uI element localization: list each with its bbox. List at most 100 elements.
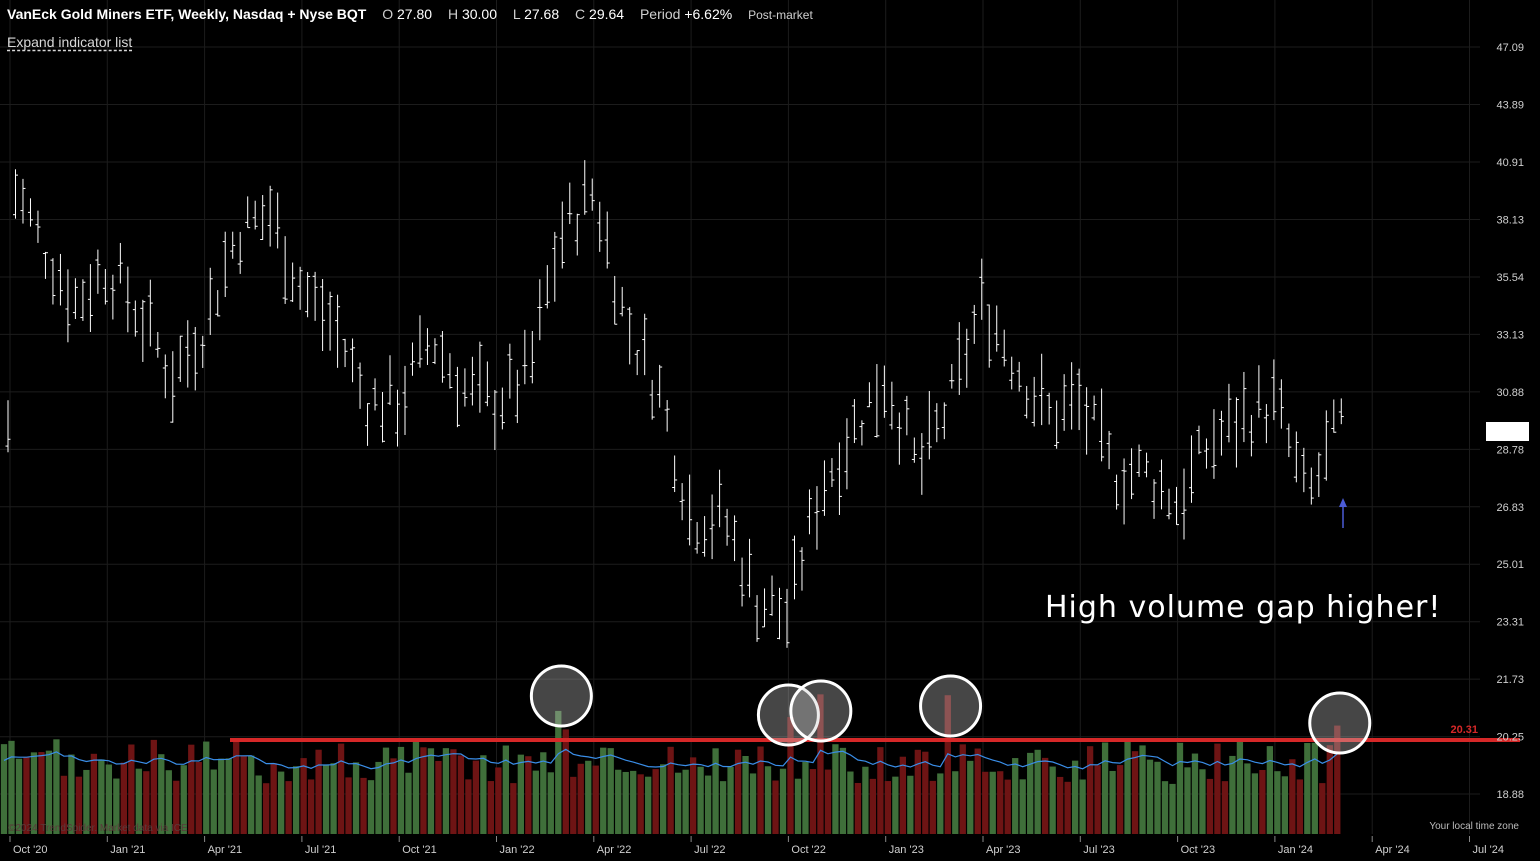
- timezone-label[interactable]: Your local time zone: [1429, 821, 1519, 832]
- ohlc-bar: [672, 455, 678, 493]
- volume-bar: [712, 748, 719, 834]
- volume-bar: [150, 739, 157, 834]
- volume-bar: [944, 695, 951, 834]
- volume-bar: [547, 772, 554, 834]
- ohlc-bar: [320, 279, 326, 352]
- volume-bar: [1236, 739, 1244, 834]
- volume-bar: [989, 771, 996, 834]
- volume-bar: [967, 760, 974, 834]
- ohlc-bar: [215, 290, 221, 317]
- ohlc-bar: [979, 258, 985, 320]
- volume-bar: [682, 769, 689, 834]
- ohlc-bar: [582, 160, 588, 215]
- ohlc-bar: [874, 364, 880, 438]
- volume-bar: [472, 760, 480, 834]
- ohlc-bar: [537, 279, 543, 341]
- volume-bar: [105, 764, 113, 834]
- ohlc-bar: [20, 178, 26, 224]
- price-tick-label: 33.13: [1496, 329, 1524, 341]
- ohlc-bar: [1016, 361, 1022, 392]
- ohlc-bar: [1061, 374, 1067, 431]
- volume-bar: [83, 769, 90, 834]
- volume-bar: [90, 753, 98, 834]
- volume-bar: [884, 781, 892, 834]
- close-value: 29.64: [589, 6, 625, 22]
- ohlc-bar: [454, 366, 460, 428]
- ohlc-bar: [754, 595, 760, 642]
- ohlc-bar: [1233, 397, 1239, 468]
- volume-bar: [225, 758, 232, 834]
- volume-bar: [135, 768, 142, 834]
- volume-bar: [630, 770, 637, 834]
- time-tick-label: Oct '22: [791, 844, 826, 856]
- volume-bar: [510, 783, 517, 834]
- ohlc-bar: [1293, 431, 1299, 483]
- volume-bar: [480, 755, 487, 834]
- highlight-circle: [529, 664, 593, 728]
- volume-bar: [854, 782, 862, 834]
- volume-bar: [367, 780, 375, 834]
- volume-bar: [1056, 776, 1064, 834]
- volume-bar: [847, 771, 854, 834]
- volume-bar: [1304, 743, 1311, 834]
- ohlc-bar: [50, 258, 56, 305]
- ohlc-bar: [1286, 423, 1292, 458]
- ohlc-bar: [949, 363, 955, 389]
- ohlc-bar: [65, 269, 71, 343]
- volume-bar: [263, 783, 270, 834]
- volume-bar: [869, 778, 877, 834]
- volume-bar: [839, 747, 847, 834]
- volume-bar: [959, 744, 966, 834]
- price-tick-label: 30.88: [1496, 387, 1524, 399]
- ohlc-bar: [170, 351, 176, 423]
- volume-bar: [248, 755, 255, 834]
- volume-bar: [585, 760, 592, 834]
- open-label: O: [382, 6, 394, 22]
- ohlc-bar: [791, 535, 797, 600]
- time-axis[interactable]: Oct '20 Jan '21 Apr '21 Jul '21 Oct '21 Jan '…: [9, 836, 1504, 856]
- volume-bar: [1086, 746, 1094, 834]
- ohlc-bar: [357, 362, 363, 409]
- volume-bar: [982, 771, 989, 834]
- ohlc-bar: [162, 354, 168, 399]
- volume-bar: [128, 744, 135, 834]
- ohlc-bar: [484, 361, 490, 407]
- volume-bar: [75, 776, 83, 834]
- volume-bar: [1071, 760, 1079, 834]
- price-axis[interactable]: 47.09 43.89 40.91 38.13 35.54 33.13 30.88 28.78…: [1496, 42, 1524, 801]
- ohlc-bar: [1316, 452, 1322, 497]
- volume-bar: [465, 779, 472, 834]
- volume-bar: [143, 771, 150, 834]
- ohlc-bar: [1151, 479, 1157, 519]
- volume-bar: [1206, 778, 1214, 834]
- price-tick-label: 38.13: [1496, 215, 1524, 227]
- ohlc-bar: [717, 469, 723, 528]
- expand-indicator-list-link[interactable]: Expand indicator list: [7, 34, 133, 50]
- ohlc-bar: [350, 338, 356, 383]
- volume-bar: [1012, 758, 1019, 834]
- highlight-circles: [529, 664, 1372, 755]
- volume-bar: [779, 768, 787, 834]
- ohlc-bar: [372, 378, 378, 411]
- ohlc-bar: [732, 515, 738, 562]
- session-label: Post-market: [748, 8, 813, 22]
- ohlc-bar: [42, 251, 48, 279]
- volume-bar: [1042, 757, 1049, 834]
- volume-bar: [487, 781, 495, 834]
- time-tick-label: Jan '24: [1278, 844, 1313, 856]
- volume-bar: [734, 749, 742, 834]
- volume-bar: [1139, 745, 1146, 834]
- ohlc-bar: [544, 265, 550, 309]
- volume-bar: [1289, 759, 1296, 834]
- volume-bar: [914, 749, 921, 834]
- time-tick-label: Apr '21: [208, 844, 243, 856]
- volume-bar: [974, 748, 981, 834]
- ohlc-bar: [911, 437, 917, 463]
- ohlc-bar: [612, 275, 618, 325]
- ohlc-bar: [529, 330, 535, 384]
- ohlc-bar: [1188, 435, 1194, 503]
- ohlc-bar: [102, 268, 108, 305]
- ohlc-bar: [432, 338, 438, 365]
- ohlc-bar: [125, 266, 131, 333]
